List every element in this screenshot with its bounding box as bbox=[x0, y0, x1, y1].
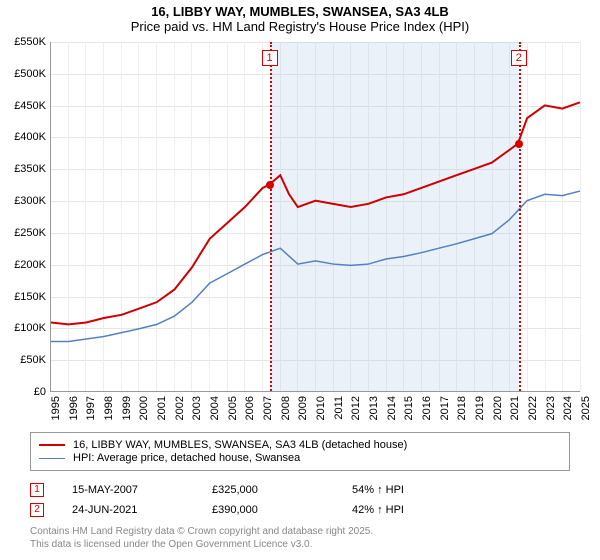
x-tick-label: 2008 bbox=[280, 396, 292, 420]
x-tick-label: 2019 bbox=[474, 396, 486, 420]
y-tick-label: £50K bbox=[20, 354, 46, 366]
y-tick-label: £400K bbox=[14, 131, 46, 143]
x-tick-label: 2004 bbox=[209, 396, 221, 420]
x-tick-label: 1998 bbox=[103, 396, 115, 420]
marker-label: 1 bbox=[262, 50, 278, 66]
x-axis: 1995 1996 1997 1998 1999 2000 2001 2002 2003 2004… bbox=[50, 392, 580, 432]
x-tick-label: 2024 bbox=[562, 396, 574, 420]
series-line bbox=[51, 102, 580, 324]
sales-marker: 2 bbox=[30, 503, 44, 517]
x-tick-label: 2012 bbox=[350, 396, 362, 420]
footer-attribution: Contains HM Land Registry data © Crown c… bbox=[30, 525, 373, 551]
x-tick-label: 2002 bbox=[174, 396, 186, 420]
footer-line1: Contains HM Land Registry data © Crown c… bbox=[30, 525, 373, 538]
x-gridline bbox=[580, 42, 581, 392]
x-tick-label: 2025 bbox=[580, 396, 592, 420]
legend-label: 16, LIBBY WAY, MUMBLES, SWANSEA, SA3 4LB… bbox=[73, 439, 407, 451]
x-tick-label: 1996 bbox=[68, 396, 80, 420]
legend-item: HPI: Average price, detached house, Swan… bbox=[39, 452, 561, 464]
legend: 16, LIBBY WAY, MUMBLES, SWANSEA, SA3 4LB… bbox=[30, 432, 570, 471]
chart-title-address: 16, LIBBY WAY, MUMBLES, SWANSEA, SA3 4LB bbox=[0, 4, 600, 19]
x-tick-label: 2010 bbox=[315, 396, 327, 420]
x-tick-label: 2020 bbox=[492, 396, 504, 420]
legend-label: HPI: Average price, detached house, Swan… bbox=[73, 452, 300, 464]
x-tick-label: 2000 bbox=[138, 396, 150, 420]
x-tick-label: 2005 bbox=[227, 396, 239, 420]
x-tick-label: 2006 bbox=[244, 396, 256, 420]
y-tick-label: £150K bbox=[14, 291, 46, 303]
x-tick-label: 2022 bbox=[527, 396, 539, 420]
y-tick-label: £350K bbox=[14, 163, 46, 175]
sales-date: 15-MAY-2007 bbox=[72, 484, 212, 496]
y-tick-label: £100K bbox=[14, 322, 46, 334]
y-tick-label: £450K bbox=[14, 100, 46, 112]
sales-row: 2 24-JUN-2021£390,00042% ↑ HPI bbox=[30, 500, 570, 520]
x-tick-label: 2018 bbox=[456, 396, 468, 420]
x-tick-label: 1999 bbox=[121, 396, 133, 420]
chart-title-sub: Price paid vs. HM Land Registry's House … bbox=[0, 19, 600, 34]
marker-dot bbox=[515, 140, 523, 148]
x-tick-label: 2013 bbox=[368, 396, 380, 420]
sales-price: £325,000 bbox=[212, 484, 352, 496]
title-block: 16, LIBBY WAY, MUMBLES, SWANSEA, SA3 4LB… bbox=[0, 0, 600, 34]
y-tick-label: £250K bbox=[14, 227, 46, 239]
x-tick-label: 2011 bbox=[333, 396, 345, 420]
x-tick-label: 2015 bbox=[403, 396, 415, 420]
x-tick-label: 2016 bbox=[421, 396, 433, 420]
legend-swatch bbox=[39, 444, 65, 446]
footer-line2: This data is licensed under the Open Gov… bbox=[30, 538, 373, 551]
sales-table: 1 15-MAY-2007£325,00054% ↑ HPI 2 24-JUN-202… bbox=[30, 480, 570, 520]
y-axis: £0£50K£100K£150K£200K£250K£300K£350K£400… bbox=[0, 42, 50, 392]
y-tick-label: £200K bbox=[14, 259, 46, 271]
x-tick-label: 1995 bbox=[50, 396, 62, 420]
x-tick-label: 2009 bbox=[297, 396, 309, 420]
sales-date: 24-JUN-2021 bbox=[72, 504, 212, 516]
x-tick-label: 2021 bbox=[509, 396, 521, 420]
x-tick-label: 2003 bbox=[191, 396, 203, 420]
line-chart-svg bbox=[51, 42, 580, 391]
y-tick-label: £300K bbox=[14, 195, 46, 207]
x-tick-label: 2007 bbox=[262, 396, 274, 420]
y-tick-label: £550K bbox=[14, 36, 46, 48]
sales-delta: 54% ↑ HPI bbox=[352, 484, 492, 496]
legend-item: 16, LIBBY WAY, MUMBLES, SWANSEA, SA3 4LB… bbox=[39, 439, 561, 451]
chart-container: 16, LIBBY WAY, MUMBLES, SWANSEA, SA3 4LB… bbox=[0, 0, 600, 560]
y-tick-label: £0 bbox=[34, 386, 46, 398]
marker-label: 2 bbox=[511, 50, 527, 66]
y-tick-label: £500K bbox=[14, 68, 46, 80]
series-line bbox=[51, 191, 580, 341]
sales-delta: 42% ↑ HPI bbox=[352, 504, 492, 516]
marker-dot bbox=[266, 181, 274, 189]
x-tick-label: 1997 bbox=[85, 396, 97, 420]
marker-line bbox=[519, 42, 521, 391]
x-tick-label: 2023 bbox=[545, 396, 557, 420]
marker-line bbox=[270, 42, 272, 391]
plot-area: 12 bbox=[50, 42, 580, 392]
x-tick-label: 2017 bbox=[439, 396, 451, 420]
sales-price: £390,000 bbox=[212, 504, 352, 516]
sales-row: 1 15-MAY-2007£325,00054% ↑ HPI bbox=[30, 480, 570, 500]
sales-marker: 1 bbox=[30, 483, 44, 497]
x-tick-label: 2001 bbox=[156, 396, 168, 420]
legend-swatch bbox=[39, 458, 65, 459]
x-tick-label: 2014 bbox=[386, 396, 398, 420]
